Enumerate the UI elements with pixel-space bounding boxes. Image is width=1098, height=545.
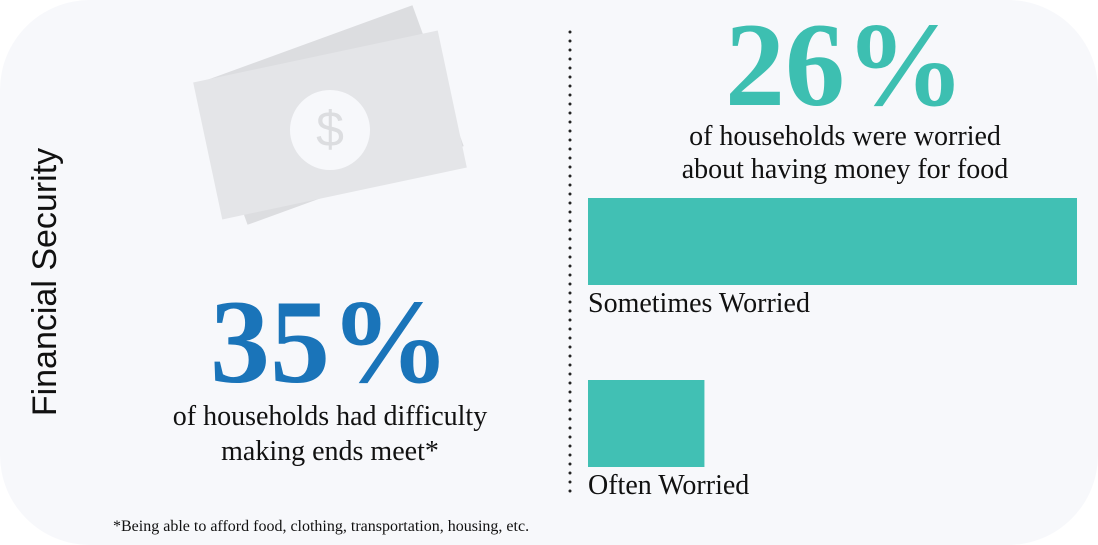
- money-icon: $: [193, 5, 467, 225]
- left-figure: 35%: [210, 275, 450, 408]
- right-text: of households were worried: [689, 121, 1001, 152]
- bar-label: Often Worried: [588, 470, 749, 501]
- left-text: making ends meet*: [221, 436, 439, 467]
- side-title: Financial Security: [26, 148, 64, 416]
- footnote: *Being able to afford food, clothing, tr…: [113, 518, 529, 535]
- left-text: of households had difficulty: [173, 401, 487, 432]
- right-text: about having money for food: [682, 154, 1009, 185]
- right-figure: 26%: [725, 0, 965, 131]
- bar: [588, 380, 705, 467]
- bar-label: Sometimes Worried: [588, 288, 810, 319]
- bar: [588, 198, 1077, 285]
- svg-text:$: $: [316, 101, 344, 157]
